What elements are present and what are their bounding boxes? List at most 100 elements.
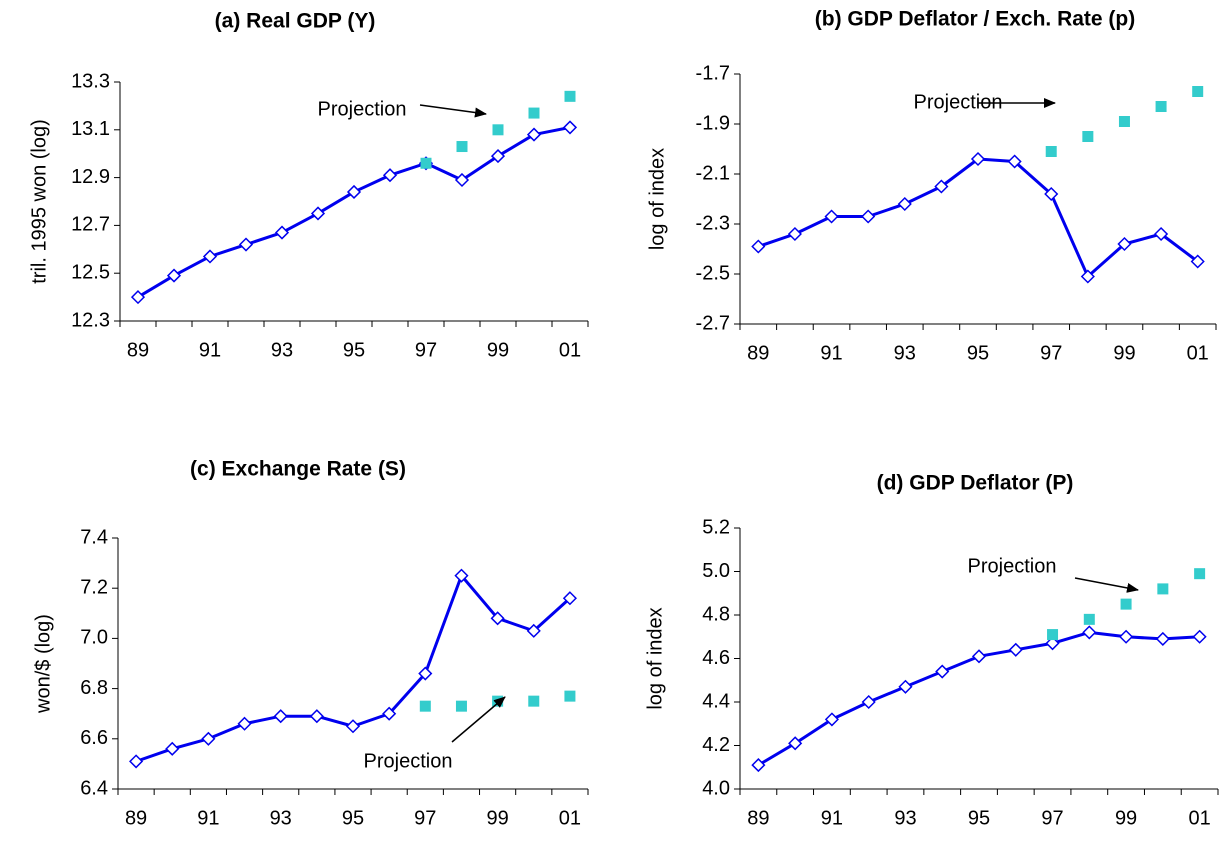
data-point bbox=[1119, 629, 1134, 644]
data-point bbox=[970, 151, 986, 167]
x-tick-label: 95 bbox=[342, 807, 364, 829]
x-tick-label: 01 bbox=[1188, 807, 1210, 829]
projection-point bbox=[492, 695, 504, 707]
data-point bbox=[130, 290, 146, 305]
y-tick-label: 7.4 bbox=[80, 526, 108, 548]
x-tick-label: 89 bbox=[125, 807, 147, 829]
data-point bbox=[1117, 236, 1132, 252]
x-tick-label: 97 bbox=[1041, 807, 1063, 829]
x-tick-label: 89 bbox=[747, 342, 769, 364]
data-point bbox=[751, 239, 766, 254]
data-point bbox=[824, 209, 839, 224]
data-point bbox=[274, 225, 290, 240]
data-point bbox=[346, 184, 362, 200]
data-point bbox=[861, 694, 876, 710]
y-tick-label: 13.1 bbox=[71, 118, 110, 140]
y-tick-label: 12.9 bbox=[71, 166, 110, 188]
projection-point bbox=[1194, 568, 1206, 580]
data-point bbox=[345, 719, 361, 734]
y-tick-label: -2.1 bbox=[696, 162, 730, 184]
x-tick-label: 93 bbox=[271, 339, 293, 361]
data-point bbox=[382, 706, 397, 721]
data-point bbox=[971, 649, 987, 664]
data-point bbox=[1044, 186, 1059, 202]
x-tick-label: 99 bbox=[1115, 807, 1137, 829]
data-point bbox=[273, 709, 288, 724]
series-line bbox=[135, 574, 571, 763]
data-point bbox=[1192, 629, 1207, 644]
data-point bbox=[310, 206, 326, 221]
data-point bbox=[898, 679, 913, 694]
annotation-arrow bbox=[419, 104, 487, 118]
chart-title: (b) GDP Deflator / Exch. Rate (p) bbox=[815, 8, 1136, 31]
projection-point bbox=[492, 124, 504, 136]
y-tick-label: 4.2 bbox=[702, 734, 730, 756]
annotation: Projection bbox=[968, 555, 1057, 577]
chart-title: (c) Exchange Rate (S) bbox=[190, 458, 406, 481]
x-tick-label: 95 bbox=[968, 807, 990, 829]
y-tick-label: 13.3 bbox=[71, 70, 110, 92]
data-point bbox=[562, 120, 578, 135]
x-tick-label: 01 bbox=[559, 339, 581, 361]
x-tick-label: 91 bbox=[199, 339, 221, 361]
projection-point bbox=[1157, 583, 1169, 595]
x-tick-label: 95 bbox=[967, 342, 989, 364]
data-point bbox=[1008, 642, 1023, 657]
annotation-arrow bbox=[451, 696, 506, 743]
data-point bbox=[1154, 226, 1169, 242]
y-tick-label: -2.3 bbox=[696, 212, 730, 234]
x-tick-label: 89 bbox=[747, 807, 769, 829]
annotation: Projection bbox=[914, 91, 1003, 113]
y-tick-label: 6.4 bbox=[80, 777, 108, 799]
x-tick-label: 99 bbox=[487, 339, 509, 361]
y-tick-label: 4.0 bbox=[702, 777, 730, 799]
data-point bbox=[934, 179, 949, 194]
y-tick-label: 6.6 bbox=[80, 727, 108, 749]
y-tick-label: -2.5 bbox=[696, 262, 730, 284]
data-point bbox=[454, 568, 469, 583]
y-tick-label: -1.7 bbox=[696, 62, 730, 84]
projection-point bbox=[564, 90, 576, 102]
x-tick-label: 99 bbox=[486, 807, 508, 829]
projection-point bbox=[1118, 116, 1130, 127]
x-tick-label: 93 bbox=[894, 342, 916, 364]
x-tick-label: 89 bbox=[127, 339, 149, 361]
projection-point bbox=[1045, 146, 1057, 157]
x-tick-label: 91 bbox=[197, 807, 219, 829]
chart-title: (d) GDP Deflator (P) bbox=[877, 472, 1074, 495]
data-point bbox=[202, 249, 218, 264]
projection-point bbox=[1120, 598, 1132, 610]
y-tick-label: 5.2 bbox=[702, 516, 730, 538]
data-point bbox=[238, 237, 254, 252]
projection-point bbox=[528, 107, 540, 119]
data-point bbox=[897, 196, 912, 212]
y-tick-label: 4.4 bbox=[702, 690, 730, 712]
x-tick-label: 95 bbox=[343, 339, 365, 361]
data-point bbox=[824, 712, 839, 727]
y-tick-label: 12.3 bbox=[71, 309, 110, 331]
data-point bbox=[1045, 636, 1060, 651]
x-tick-label: 91 bbox=[821, 807, 843, 829]
y-tick-label: 12.7 bbox=[71, 214, 110, 236]
data-point bbox=[490, 149, 506, 164]
data-point bbox=[201, 731, 216, 746]
x-tick-label: 93 bbox=[270, 807, 292, 829]
projection-point bbox=[456, 141, 468, 153]
data-point bbox=[788, 736, 803, 751]
data-point bbox=[418, 666, 433, 681]
y-tick-label: 7.2 bbox=[80, 576, 108, 598]
projection-point bbox=[1047, 629, 1059, 641]
projection-point bbox=[1083, 613, 1095, 625]
data-point bbox=[751, 758, 766, 773]
y-axis-label: tril. 1995 won (log) bbox=[28, 119, 50, 284]
data-point bbox=[787, 226, 802, 242]
series-line bbox=[757, 157, 1199, 278]
y-axis-label: log of index bbox=[644, 607, 666, 709]
y-tick-label: 4.8 bbox=[702, 603, 730, 625]
data-point bbox=[165, 741, 180, 756]
y-axis-label: won/$ (log) bbox=[32, 614, 54, 714]
projection-point bbox=[1192, 86, 1204, 97]
annotation-arrow bbox=[1074, 577, 1139, 593]
data-point bbox=[526, 623, 541, 638]
